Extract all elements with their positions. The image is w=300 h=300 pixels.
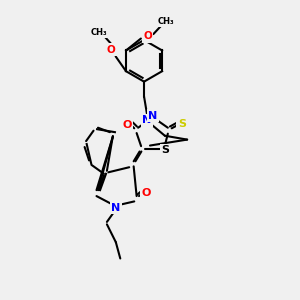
Text: O: O bbox=[143, 31, 152, 41]
Text: O: O bbox=[122, 120, 132, 130]
Text: CH₃: CH₃ bbox=[91, 28, 108, 37]
Text: N: N bbox=[142, 115, 152, 125]
Text: S: S bbox=[161, 145, 169, 155]
Text: N: N bbox=[111, 203, 120, 213]
Text: S: S bbox=[178, 119, 186, 129]
Text: N: N bbox=[148, 111, 158, 121]
Text: O: O bbox=[141, 188, 151, 197]
Text: O: O bbox=[107, 45, 116, 55]
Text: CH₃: CH₃ bbox=[158, 17, 175, 26]
